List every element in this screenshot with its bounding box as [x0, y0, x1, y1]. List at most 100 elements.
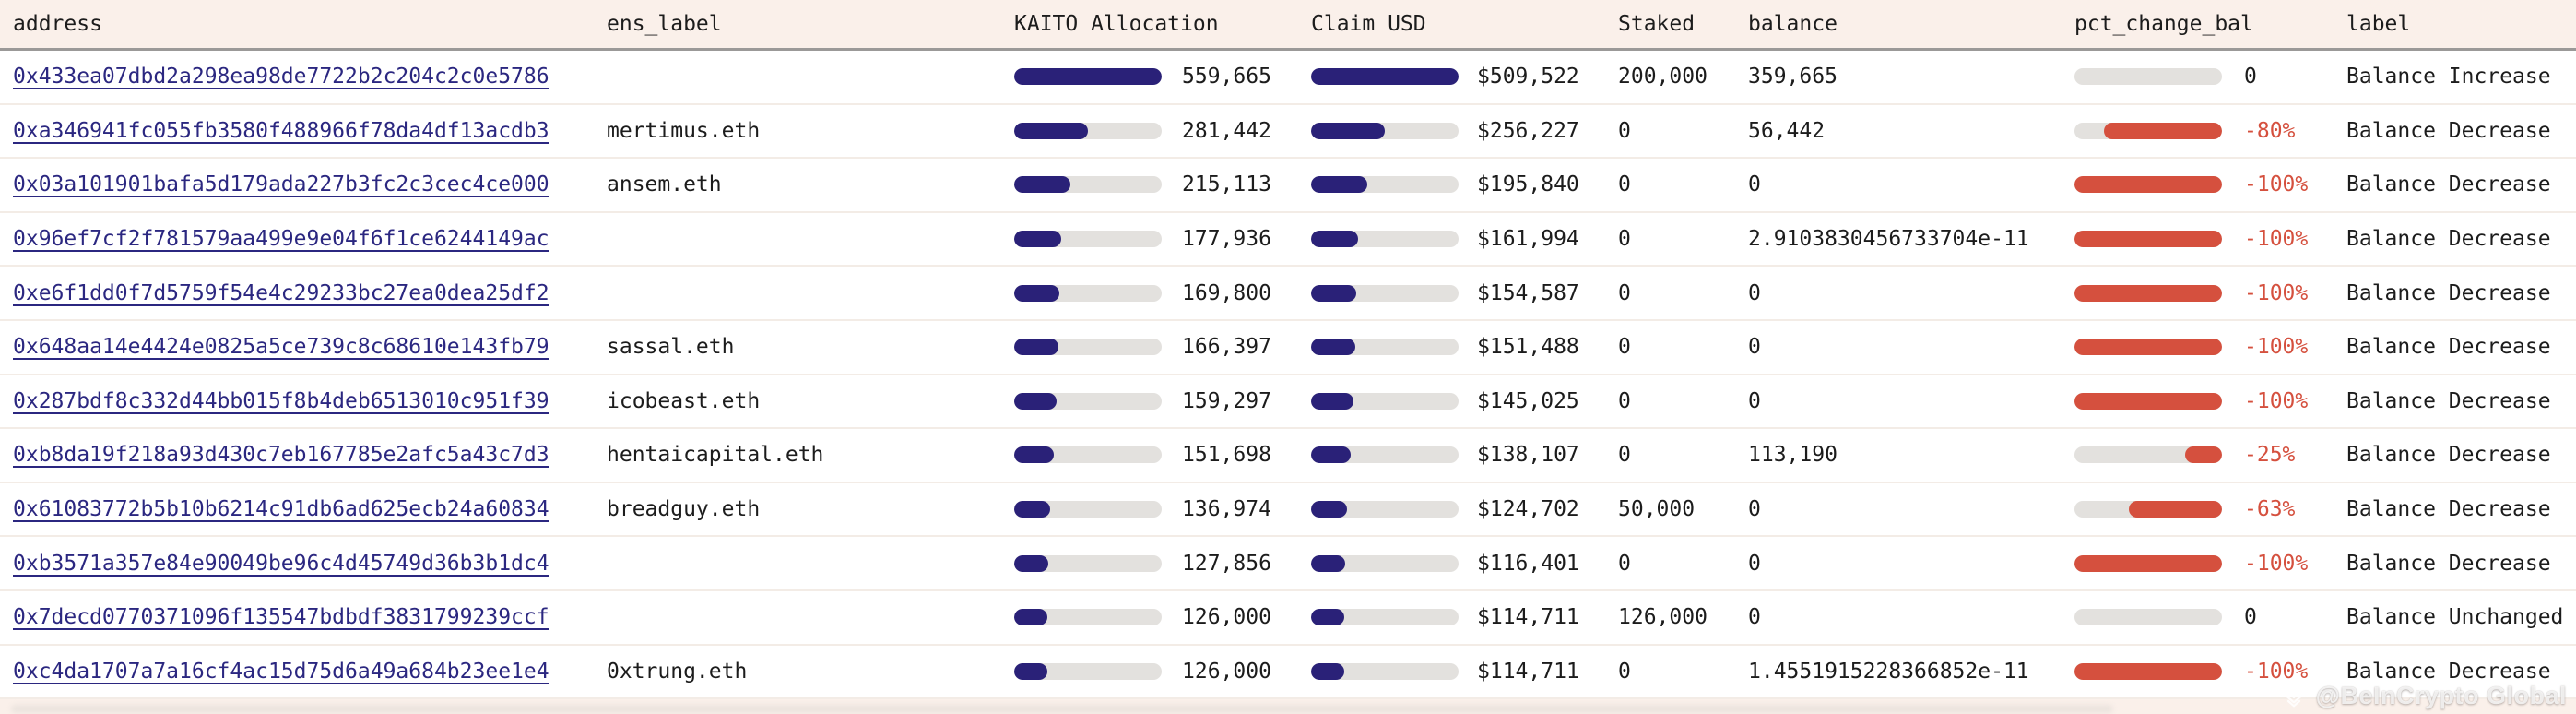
- address-link[interactable]: 0x287bdf8c332d44bb015f8b4deb6513010c951f…: [13, 388, 549, 413]
- row-label: Balance Decrease: [2346, 551, 2551, 576]
- pct-change-value: -100%: [2244, 173, 2309, 197]
- claim-usd-bar: [1311, 122, 1459, 139]
- claim-usd-cell: $124,702: [1311, 497, 1618, 521]
- table-row: 0xb8da19f218a93d430c7eb167785e2afc5a43c7…: [0, 429, 2576, 483]
- claim-usd-bar-fill: [1311, 176, 1368, 194]
- ens-label: icobeast.eth: [607, 388, 761, 413]
- address-link[interactable]: 0xb8da19f218a93d430c7eb167785e2afc5a43c7…: [13, 443, 549, 468]
- claim-usd-cell: $116,401: [1311, 552, 1618, 576]
- address-link[interactable]: 0x7decd0770371096f135547bdbdf3831799239c…: [13, 605, 549, 630]
- address-cell: 0x96ef7cf2f781579aa499e9e04f6f1ce6244149…: [0, 227, 607, 251]
- address-link[interactable]: 0x96ef7cf2f781579aa499e9e04f6f1ce6244149…: [13, 227, 549, 252]
- col-header-address: address: [13, 12, 102, 36]
- staked-value: 0: [1618, 173, 1631, 197]
- address-link[interactable]: 0x03a101901bafa5d179ada227b3fc2c3cec4ce0…: [13, 173, 549, 197]
- pct-change-bar: [2074, 446, 2222, 464]
- kaito-allocation-cell: 151,698: [1014, 443, 1311, 467]
- balance-value: 0: [1748, 388, 1761, 413]
- staked-value: 0: [1618, 118, 1631, 143]
- address-link[interactable]: 0x433ea07dbd2a298ea98de7722b2c204c2c0e57…: [13, 65, 549, 89]
- address-cell: 0x03a101901bafa5d179ada227b3fc2c3cec4ce0…: [0, 173, 607, 196]
- kaito-allocation-value: 169,800: [1182, 280, 1271, 305]
- pct-change-bar-fill: [2074, 231, 2222, 248]
- claim-usd-value: $145,025: [1477, 388, 1579, 413]
- pct-change-value: -63%: [2244, 497, 2296, 522]
- claim-usd-bar: [1311, 284, 1459, 302]
- address-cell: 0x61083772b5b10b6214c91db6ad625ecb24a608…: [0, 497, 607, 521]
- claim-usd-cell: $509,522: [1311, 65, 1618, 89]
- address-link[interactable]: 0x648aa14e4424e0825a5ce739c8c68610e143fb…: [13, 335, 549, 360]
- pct-change-value: -100%: [2244, 335, 2309, 360]
- kaito-allocation-value: 126,000: [1182, 659, 1271, 684]
- pct-change-bar: [2074, 662, 2222, 680]
- row-label: Balance Decrease: [2346, 280, 2551, 305]
- claim-usd-cell: $114,711: [1311, 605, 1618, 629]
- address-link[interactable]: 0xa346941fc055fb3580f488966f78da4df13acd…: [13, 118, 549, 143]
- pct-change-cell: -100%: [2074, 281, 2346, 305]
- pct-change-cell: 0: [2074, 65, 2346, 89]
- col-header-staked: Staked: [1618, 12, 1696, 36]
- pct-change-bar-fill: [2074, 392, 2222, 410]
- claim-usd-bar: [1311, 446, 1459, 464]
- kaito-allocation-bar: [1014, 392, 1162, 410]
- kaito-allocation-value: 136,974: [1182, 497, 1271, 522]
- col-header-ens-label: ens_label: [607, 12, 722, 36]
- kaito-allocation-cell: 159,297: [1014, 389, 1311, 413]
- pct-change-cell: -100%: [2074, 389, 2346, 413]
- balance-value: 1.4551915228366852e-11: [1748, 659, 2029, 684]
- row-label: Balance Decrease: [2346, 118, 2551, 143]
- pct-change-bar: [2074, 68, 2222, 86]
- pct-change-cell: -25%: [2074, 443, 2346, 467]
- beincrypto-watermark-text: @BeInCrypto Global: [2315, 681, 2567, 709]
- claim-usd-bar: [1311, 662, 1459, 680]
- kaito-allocation-value: 281,442: [1182, 118, 1271, 143]
- claim-usd-bar: [1311, 609, 1459, 626]
- pct-change-value: -25%: [2244, 443, 2296, 468]
- address-cell: 0xb8da19f218a93d430c7eb167785e2afc5a43c7…: [0, 443, 607, 467]
- table-row: 0x03a101901bafa5d179ada227b3fc2c3cec4ce0…: [0, 159, 2576, 213]
- pct-change-bar: [2074, 122, 2222, 139]
- address-link[interactable]: 0xe6f1dd0f7d5759f54e4c29233bc27ea0dea25d…: [13, 280, 549, 305]
- pct-change-bar: [2074, 231, 2222, 248]
- claim-usd-value: $124,702: [1477, 497, 1579, 522]
- claim-usd-bar-fill: [1311, 68, 1459, 86]
- claim-usd-bar-fill: [1311, 231, 1358, 248]
- balance-value: 0: [1748, 335, 1761, 360]
- pct-change-bar-fill: [2074, 554, 2222, 572]
- ens-label: 0xtrung.eth: [607, 659, 748, 684]
- address-link[interactable]: 0xb3571a357e84e90049be96c4d45749d36b3b1d…: [13, 551, 549, 576]
- kaito-allocation-bar-fill: [1014, 501, 1051, 518]
- pct-change-bar-fill: [2185, 446, 2222, 464]
- staked-value: 0: [1618, 388, 1631, 413]
- kaito-allocation-value: 151,698: [1182, 443, 1271, 468]
- address-link[interactable]: 0xc4da1707a7a16cf4ac15d75d6a49a684b23ee1…: [13, 659, 549, 684]
- col-header-kaito-allocation: KAITO Allocation: [1014, 12, 1219, 36]
- staked-value: 0: [1618, 227, 1631, 252]
- kaito-allocation-value: 166,397: [1182, 335, 1271, 360]
- pct-change-bar-fill: [2129, 501, 2222, 518]
- col-header-claim-usd: Claim USD: [1311, 12, 1426, 36]
- row-label: Balance Decrease: [2346, 388, 2551, 413]
- kaito-allocation-cell: 177,936: [1014, 227, 1311, 251]
- claim-usd-cell: $151,488: [1311, 335, 1618, 359]
- balance-value: 2.9103830456733704e-11: [1748, 227, 2029, 252]
- kaito-allocation-cell: 126,000: [1014, 660, 1311, 684]
- kaito-allocation-bar: [1014, 68, 1162, 86]
- claim-usd-cell: $114,711: [1311, 660, 1618, 684]
- kaito-allocation-bar: [1014, 176, 1162, 194]
- kaito-allocation-value: 159,297: [1182, 388, 1271, 413]
- address-link[interactable]: 0x61083772b5b10b6214c91db6ad625ecb24a608…: [13, 497, 549, 522]
- balance-value: 0: [1748, 605, 1761, 630]
- address-cell: 0x287bdf8c332d44bb015f8b4deb6513010c951f…: [0, 389, 607, 413]
- row-label: Balance Decrease: [2346, 659, 2551, 684]
- kaito-allocation-bar: [1014, 554, 1162, 572]
- address-cell: 0xc4da1707a7a16cf4ac15d75d6a49a684b23ee1…: [0, 660, 607, 684]
- balance-value: 113,190: [1748, 443, 1837, 468]
- kaito-allocation-bar: [1014, 446, 1162, 464]
- claim-usd-value: $114,711: [1477, 659, 1579, 684]
- pct-change-cell: -100%: [2074, 173, 2346, 196]
- claim-usd-cell: $256,227: [1311, 119, 1618, 143]
- staked-value: 0: [1618, 443, 1631, 468]
- col-header-balance: balance: [1748, 12, 1837, 36]
